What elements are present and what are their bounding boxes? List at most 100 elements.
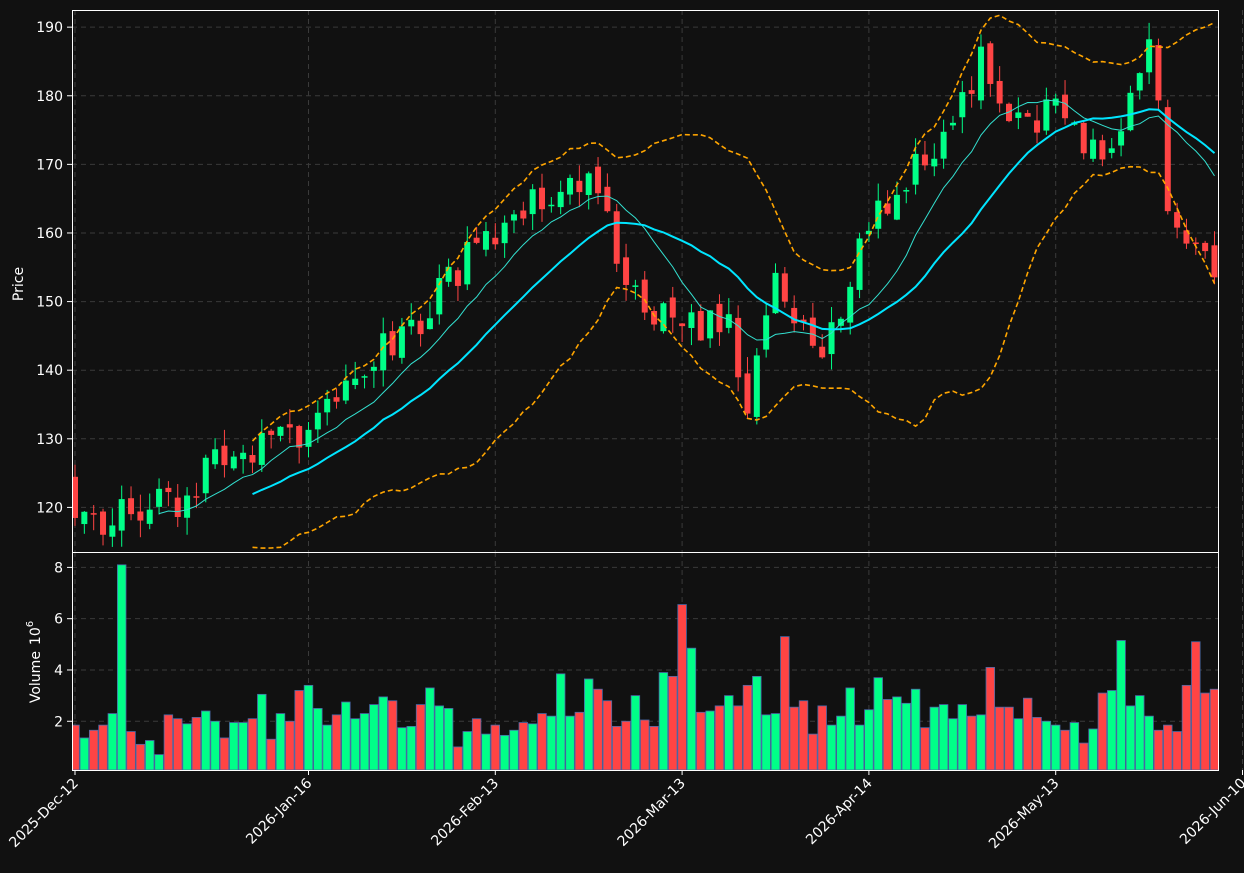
volume-panel-frame (72, 552, 1219, 771)
candle-body (436, 278, 443, 315)
volume-bar (910, 688, 921, 770)
candle-body (697, 311, 704, 341)
candle-body (1174, 212, 1181, 228)
volume-bar (1079, 742, 1089, 770)
candle-body (81, 511, 88, 525)
candle-body (1183, 230, 1190, 244)
volume-bar (509, 729, 519, 770)
candle-body (109, 525, 116, 537)
volume-bar (322, 724, 332, 770)
volume-bar (733, 705, 743, 770)
candle-body (548, 204, 555, 207)
candle-body (426, 318, 433, 330)
volume-bar (303, 684, 314, 770)
candle-body (370, 366, 377, 371)
volume-bar (920, 727, 930, 770)
candle-body (342, 380, 349, 401)
volume-y-axis: 2 4 6 8 (54, 560, 72, 730)
candle-body (296, 426, 303, 448)
candle-body (1211, 245, 1218, 278)
volume-bar (957, 704, 968, 770)
volume-bar (948, 718, 958, 770)
volume-bar (966, 715, 977, 770)
volume-bar (808, 733, 818, 770)
volume-bar (359, 713, 370, 770)
volume-bar (72, 724, 80, 770)
candle-body (557, 191, 564, 208)
candle-body (912, 153, 919, 185)
volume-bar (313, 708, 323, 770)
volume-bar (1088, 728, 1098, 770)
volume-bar (1135, 695, 1145, 770)
candle-body (1024, 113, 1031, 117)
candle-body (212, 449, 219, 465)
volume-bar (1051, 724, 1061, 770)
volume-bar (387, 700, 398, 770)
volume-bar (425, 687, 435, 770)
candle-body (305, 429, 312, 447)
candle-body (277, 426, 284, 436)
volume-bar (864, 709, 874, 770)
candle-body (1202, 242, 1209, 252)
candle-body (595, 166, 602, 194)
candle-body (921, 154, 928, 166)
volume-bar (649, 726, 659, 770)
volume-bar (658, 672, 669, 770)
candle-body (959, 92, 966, 118)
volume-bar (154, 754, 164, 770)
volume-bar (901, 702, 911, 770)
candle-body (660, 303, 667, 332)
candle-body (146, 509, 153, 524)
volume-bar (593, 688, 603, 770)
volume-bar (1209, 688, 1218, 770)
candle-body (90, 513, 97, 515)
candle-body (1034, 120, 1041, 133)
volume-bar (173, 718, 183, 770)
candle-body (389, 331, 396, 356)
candle-body (763, 315, 770, 350)
volume-bar (1181, 684, 1192, 770)
volume-bar (117, 564, 127, 770)
price-panel (72, 14, 1218, 549)
volume-bar (415, 704, 426, 770)
candle-body (520, 210, 527, 219)
candle-body (184, 495, 191, 518)
volume-bar (191, 717, 202, 770)
volume-bar (145, 740, 155, 770)
volume-bar (677, 604, 687, 770)
candle-body (240, 452, 247, 460)
candle-body (1015, 112, 1022, 118)
candle-body (865, 230, 872, 235)
volume-bar (107, 713, 118, 770)
candle-body (716, 303, 723, 333)
candle-body (632, 285, 639, 287)
candle-body (408, 319, 415, 327)
candle-body (707, 310, 714, 339)
price-axis-label: Price (11, 267, 27, 301)
candle-body (501, 222, 508, 244)
volume-bar (668, 675, 678, 770)
volume-bar (1163, 724, 1173, 770)
candle-body (567, 177, 574, 195)
price-tick-label: 140 (36, 363, 63, 379)
volume-bar (341, 701, 351, 770)
candle-body (333, 397, 340, 402)
volume-bar (705, 710, 715, 770)
candle-body (735, 317, 742, 378)
candle-body (856, 238, 863, 290)
volume-bar (247, 718, 258, 770)
candle-body (1108, 148, 1115, 153)
volume-bar (696, 711, 706, 770)
candle-body (482, 231, 489, 250)
volume-bar (1172, 731, 1182, 770)
price-tick-label: 160 (36, 226, 63, 242)
volume-bar (976, 714, 986, 770)
volume-bar (714, 705, 725, 770)
candle-body (510, 214, 517, 221)
volume-bar (238, 722, 248, 770)
candle-body (641, 279, 648, 313)
volume-tick-label: 8 (54, 560, 63, 576)
candle-body (529, 189, 536, 215)
price-tick-label: 180 (36, 89, 63, 105)
